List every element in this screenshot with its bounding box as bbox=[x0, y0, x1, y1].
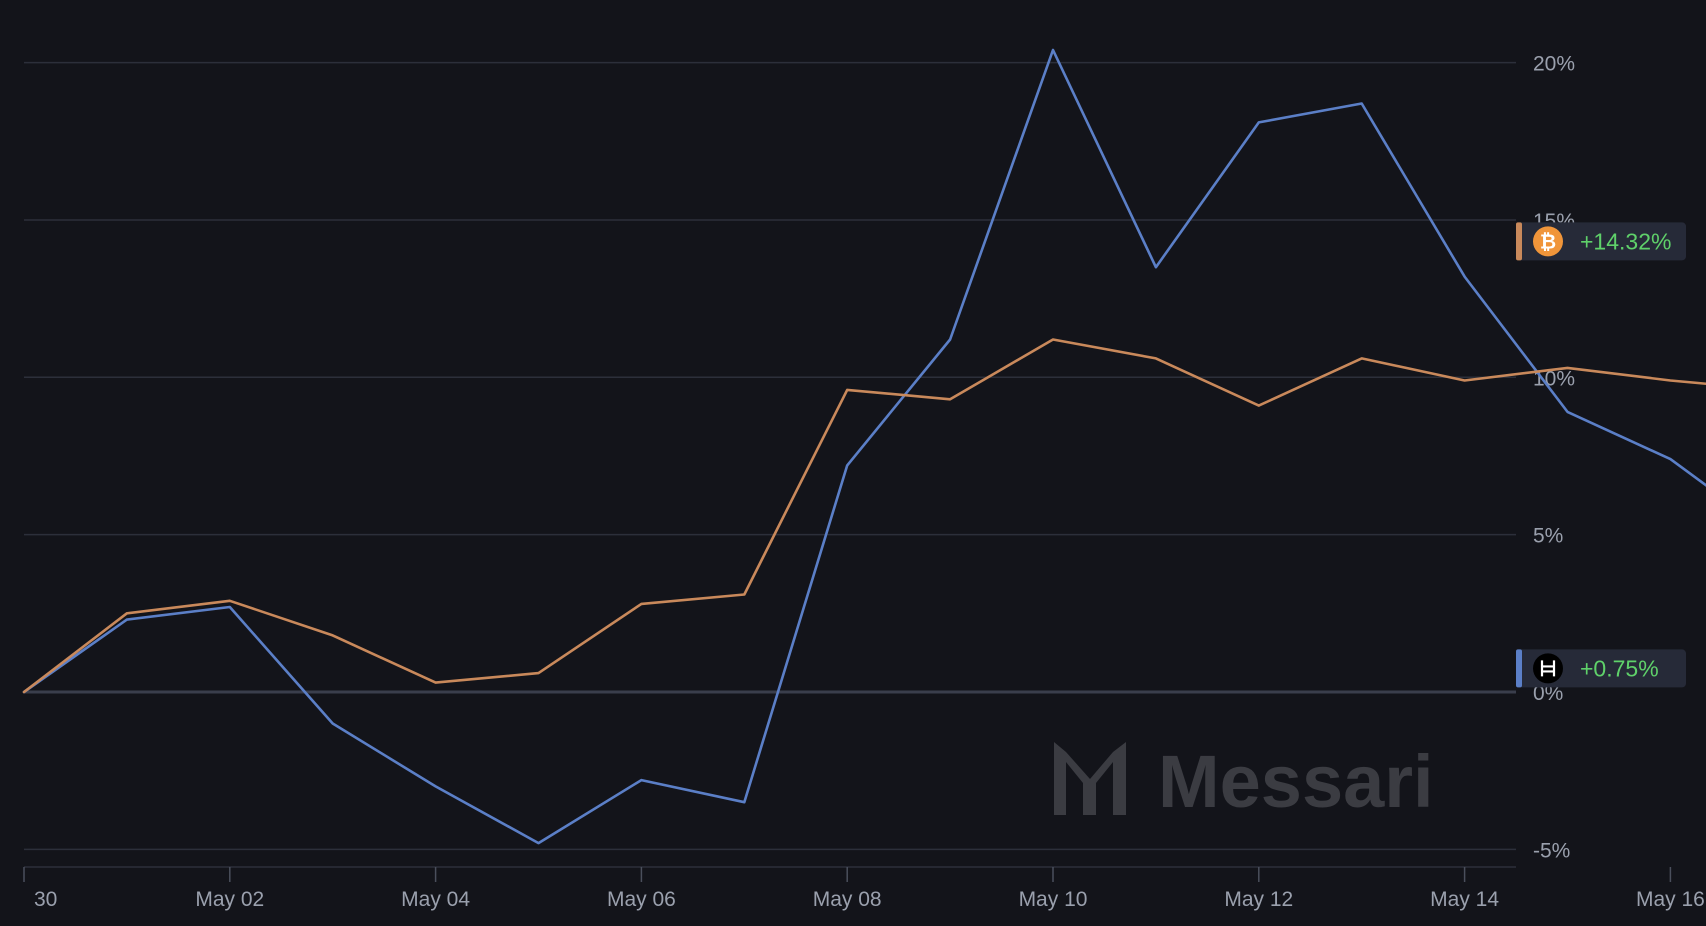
x-tick-label: May 04 bbox=[401, 888, 470, 911]
series-lines bbox=[22, 48, 1706, 845]
badge-accent-bar bbox=[1516, 649, 1522, 688]
bitcoin-icon-circle bbox=[1533, 226, 1563, 257]
hedera-icon-circle bbox=[1533, 653, 1563, 684]
bitcoin-icon: ₿ bbox=[1533, 226, 1563, 257]
x-tick-label: May 14 bbox=[1430, 888, 1499, 911]
series-line bbox=[22, 338, 1706, 694]
hedera-icon-glyph bbox=[1540, 660, 1556, 677]
hedera-icon bbox=[1533, 653, 1563, 684]
messari-watermark: Messari bbox=[1054, 740, 1434, 823]
x-tick-label: 30 bbox=[34, 888, 57, 911]
x-tick-label: May 02 bbox=[195, 888, 264, 911]
messari-logo-icon bbox=[1054, 742, 1126, 815]
badge-value: +0.75% bbox=[1580, 655, 1659, 681]
x-tick-label: May 10 bbox=[1019, 888, 1088, 911]
series-badge: +0.75% bbox=[1516, 649, 1686, 688]
x-tick-label: May 12 bbox=[1224, 888, 1293, 911]
badge-value: +14.32% bbox=[1580, 228, 1671, 254]
y-tick-label: 10% bbox=[1533, 367, 1575, 390]
axes: 20%15%10%5%0%-5%30 May 02 May 04 May 06 May … bbox=[23, 53, 1705, 911]
y-tick-label: 20% bbox=[1533, 53, 1575, 76]
series-badges: ₿ +14.32% +0.75% bbox=[1516, 222, 1686, 688]
series-line bbox=[22, 48, 1706, 845]
y-tick-label: -5% bbox=[1533, 839, 1570, 862]
x-tick-label: May 08 bbox=[813, 888, 882, 911]
x-tick-label: May 16 bbox=[1636, 888, 1705, 911]
watermark-text: Messari bbox=[1158, 740, 1434, 823]
x-tick-label: May 06 bbox=[607, 888, 676, 911]
gridlines bbox=[24, 61, 1516, 851]
y-tick-label: 5% bbox=[1533, 525, 1563, 548]
y-tick-label: 0% bbox=[1533, 682, 1563, 705]
series-badge: ₿ +14.32% bbox=[1516, 222, 1686, 261]
bitcoin-icon-glyph: ₿ bbox=[1540, 231, 1556, 253]
badge-accent-bar bbox=[1516, 222, 1522, 261]
